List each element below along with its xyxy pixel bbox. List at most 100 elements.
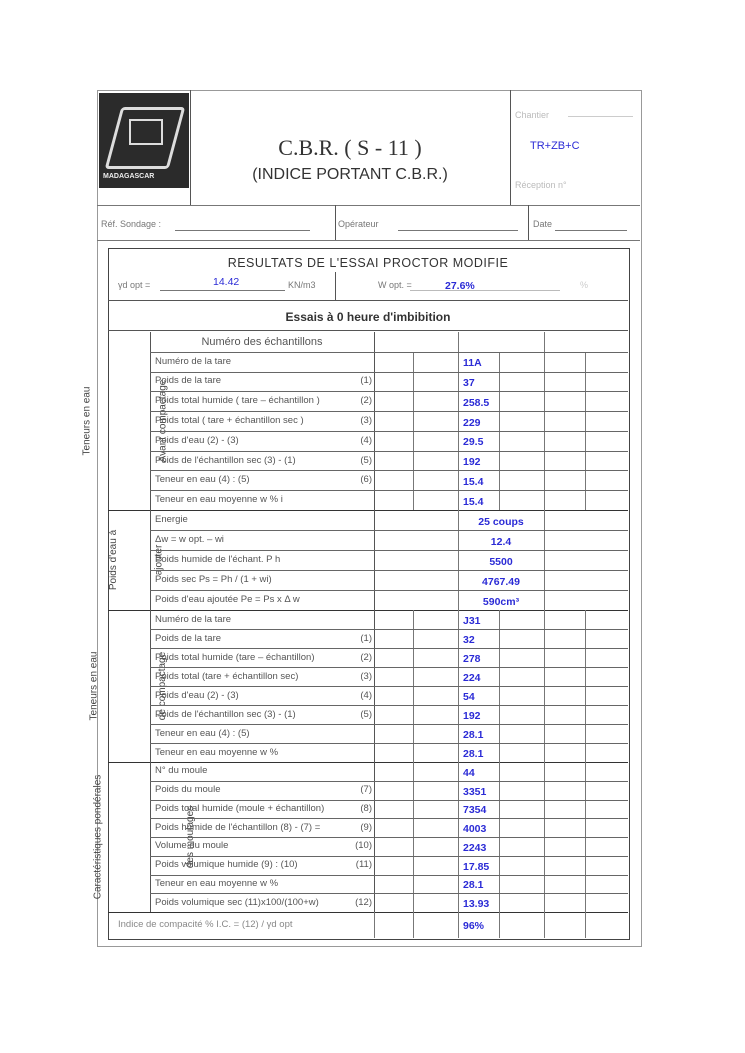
compacite-label: Indice de compacité % I.C. = (12) / γd o… [118,919,293,930]
chantier-value: TR+ZB+C [530,140,580,152]
row-ref: (3) [360,670,372,682]
row-ref: (2) [360,651,372,663]
row-value: 278 [463,653,481,665]
ref-sondage-label: Réf. Sondage : [101,219,162,229]
row-value: 258.5 [463,396,490,409]
section-divider [108,510,628,511]
row-value: 4767.49 [482,575,520,588]
outer-frame [97,90,642,947]
row-ref: (2) [360,395,372,407]
row-value: 12.4 [490,535,512,548]
row-ref: (11) [355,859,372,871]
row-label: N° du moule [155,765,208,777]
section-side-label: Teneurs en eau Avant compactage [82,332,169,510]
row-label: Poids d'eau ajoutée Pe = Ps x Δ w [155,594,300,605]
row-value: 28.1 [463,748,484,760]
row-ref: (4) [360,689,372,701]
row-value: J31 [463,615,481,627]
row-value: 4003 [463,823,487,836]
row-value: 54 [463,691,475,703]
side-label-line: Caractéristiques pondérales [91,774,103,900]
form-title: C.B.R. ( S - 11 ) [278,135,422,160]
row-label: Poids total ( tare + échantillon sec ) [155,415,304,426]
side-label-line: Teneurs en eau [88,651,100,721]
logo: MADAGASCAR [99,93,189,188]
row-ref: (3) [360,415,372,426]
row-value: 3351 [463,785,487,798]
yd-opt-unit: KN/m3 [288,280,316,290]
row-value: 224 [463,672,481,684]
form-subtitle: (INDICE PORTANT C.B.R.) [252,166,448,183]
row-label: Teneur en eau moyenne w % [155,746,279,758]
row-value: 229 [463,416,481,429]
chantier-label: Chantier [515,110,550,120]
row-value: 28.1 [463,879,484,892]
side-label-line: Poids d'eau à [107,529,119,591]
row-ref: (7) [360,784,372,796]
section-side-label: Poids d'eau à ajouter [107,510,164,610]
row-value: 2243 [463,841,487,854]
row-label: Poids total (tare + échantillon sec) [155,670,299,682]
row-value: 590cm³ [482,595,520,608]
row-label: Teneur en eau (4) : (5) [155,727,250,739]
row-value: 15.4 [463,475,484,488]
row-value: 192 [463,710,481,722]
row-label: Numéro des échantillons [201,335,323,348]
row-label: Poids volumique humide (9) : (10) [155,859,298,871]
row-value: 25 coups [478,515,524,528]
row-label: Poids volumique sec (11)x100/(100+w) [155,896,319,908]
compacite-value: 96% [463,920,485,932]
row-label: Poids d'eau (2) - (3) [155,689,239,701]
row-ref: (1) [360,375,372,387]
row-value: 44 [463,766,475,779]
proctor-title: RESULTATS DE L'ESSAI PROCTOR MODIFIE [227,256,509,270]
row-label: Poids du moule [155,784,221,796]
row-ref: (4) [360,434,372,446]
row-label: Poids total humide ( tare – échantillon … [155,395,320,407]
section-divider [108,912,628,913]
reception-label: Réception n° [515,180,567,190]
w-opt-label: W opt. = [378,280,412,290]
row-ref: (8) [360,802,372,814]
row-label: Teneur en eau moyenne w % [155,877,279,889]
row-label: Numéro de la tare [155,355,232,367]
row-value: 28.1 [463,729,484,741]
yd-opt-label: γd opt = [118,280,151,290]
row-label: Poids total humide (moule + échantillon) [155,802,325,814]
w-opt-value: 27.6% [445,280,475,292]
row-label: Poids total humide (tare – échantillon) [155,651,315,663]
side-label-line: Teneurs en eau [81,386,93,456]
row-label: Poids humide de l'échantillon (8) - (7) … [155,821,321,833]
row-ref: (1) [360,632,372,644]
operateur-label: Opérateur [338,219,379,229]
row-label: Poids de la tare [155,632,222,644]
row-value: 192 [463,456,481,469]
section-divider [108,762,628,763]
row-label: Numéro de la tare [155,613,232,625]
row-label: Poids d'eau (2) - (3) [155,434,239,446]
results-frame [108,248,630,940]
row-ref: (5) [360,708,372,720]
row-value: 5500 [489,555,513,568]
row-label: Poids de l'échantillon sec (3) - (1) [155,708,296,720]
row-value: 13.93 [463,898,490,911]
row-value: 37 [463,376,475,389]
row-label: Poids de l'échantillon sec (3) - (1) [155,454,296,466]
row-value: 7354 [463,804,487,817]
row-ref: (10) [355,840,372,852]
row-label: Teneur en eau (4) : (5) [155,474,250,486]
row-value: 32 [463,634,475,646]
row-ref: (9) [360,821,372,833]
section-side-label: Teneurs en eau de compactage [89,610,169,762]
date-label: Date [533,219,553,229]
row-value: 11A [463,357,482,370]
row-label: Poids humide de l'échant. P h [155,554,281,565]
row-ref: (6) [360,474,372,486]
row-label: Energie [155,514,188,525]
row-ref: (5) [360,454,372,466]
row-ref: (12) [355,896,372,908]
section-side-label: Caractéristiques pondérales des moulages [92,762,196,912]
row-label: Poids de la tare [155,375,222,387]
row-label: Teneur en eau moyenne w % i [155,494,283,506]
